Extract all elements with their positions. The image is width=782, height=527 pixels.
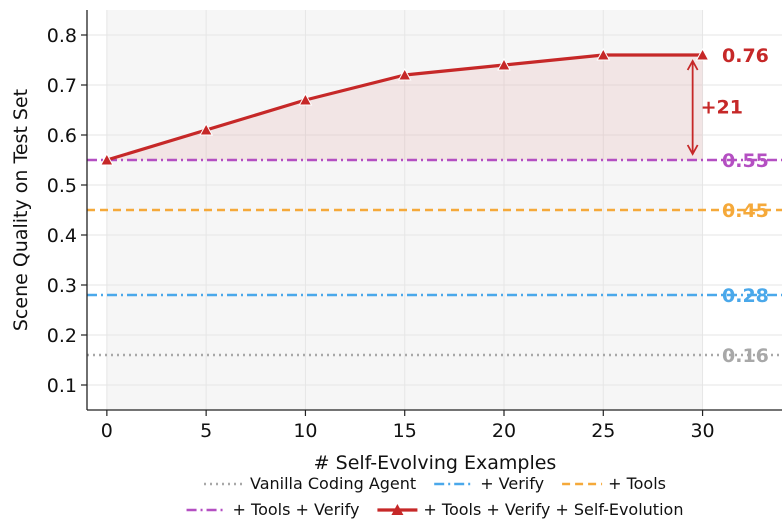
legend-item: Vanilla Coding Agent xyxy=(204,474,416,493)
y-tick-label: 0.3 xyxy=(47,275,77,297)
arrow-head-bottom xyxy=(686,144,699,156)
axes: 0 5 10 15 20 25 30 0.1 0.2 0.3 0.4 0.5 0.6 0.7 0.8 # … xyxy=(10,10,782,474)
series-point xyxy=(100,152,114,166)
arrow-head-top xyxy=(686,59,699,71)
legend-item: + Tools xyxy=(562,474,666,493)
legend-item: + Verify xyxy=(434,474,544,493)
x-tick-label: 20 xyxy=(492,420,516,442)
improvement-area xyxy=(106,55,703,160)
series-point xyxy=(397,67,412,81)
y-tick-label: 0.2 xyxy=(47,325,77,347)
improvement-annotation: +21 xyxy=(686,59,743,156)
baseline-value-label: 0.45 xyxy=(722,200,769,222)
legend-marker xyxy=(391,504,404,515)
x-tick-label: 30 xyxy=(690,420,714,442)
value-labels: 0.16 0.28 0.45 0.55 0.76 xyxy=(722,45,769,367)
y-axis-ticks: 0.1 0.2 0.3 0.4 0.5 0.6 0.7 0.8 xyxy=(47,25,87,397)
baseline-value-label: 0.28 xyxy=(722,285,769,307)
x-tick-label: 25 xyxy=(591,420,615,442)
y-tick-label: 0.1 xyxy=(47,375,77,397)
series-point xyxy=(596,47,611,61)
grid-lines xyxy=(87,10,782,410)
series-end-label: 0.76 xyxy=(722,45,769,67)
legend-label: + Tools xyxy=(608,474,666,493)
y-tick-label: 0.6 xyxy=(47,125,77,147)
legend-label: + Verify xyxy=(480,474,544,493)
y-tick-label: 0.8 xyxy=(47,25,77,47)
series-point xyxy=(298,92,313,106)
baseline-lines xyxy=(87,158,782,357)
baseline-value-label: 0.16 xyxy=(722,345,769,367)
legend-item: + Tools + Verify + Self-Evolution xyxy=(377,500,683,519)
legend-label: + Tools + Verify xyxy=(233,500,360,519)
x-tick-label: 5 xyxy=(200,420,212,442)
plot-area: +21 xyxy=(87,10,782,410)
x-tick-label: 0 xyxy=(101,420,113,442)
series-point xyxy=(695,47,710,61)
y-tick-label: 0.7 xyxy=(47,75,77,97)
series-point xyxy=(497,57,511,71)
x-tick-label: 10 xyxy=(293,420,317,442)
series-point xyxy=(199,122,213,136)
y-tick-label: 0.5 xyxy=(47,175,77,197)
legend-label: + Tools + Verify + Self-Evolution xyxy=(423,500,683,519)
legend: Vanilla Coding Agent + Verify + Tools + Too… xyxy=(186,474,683,519)
legend-label: Vanilla Coding Agent xyxy=(250,474,416,493)
legend-item: + Tools + Verify xyxy=(186,500,360,519)
x-axis-ticks: 0 5 10 15 20 25 30 xyxy=(101,410,715,442)
series-lines xyxy=(100,47,710,166)
x-tick-label: 15 xyxy=(393,420,417,442)
x-axis-label: # Self-Evolving Examples xyxy=(314,452,557,474)
baseline-value-label: 0.55 xyxy=(722,150,769,172)
y-axis-label: Scene Quality on Test Set xyxy=(10,89,32,331)
y-tick-label: 0.4 xyxy=(47,225,77,247)
improvement-label: +21 xyxy=(701,97,743,119)
